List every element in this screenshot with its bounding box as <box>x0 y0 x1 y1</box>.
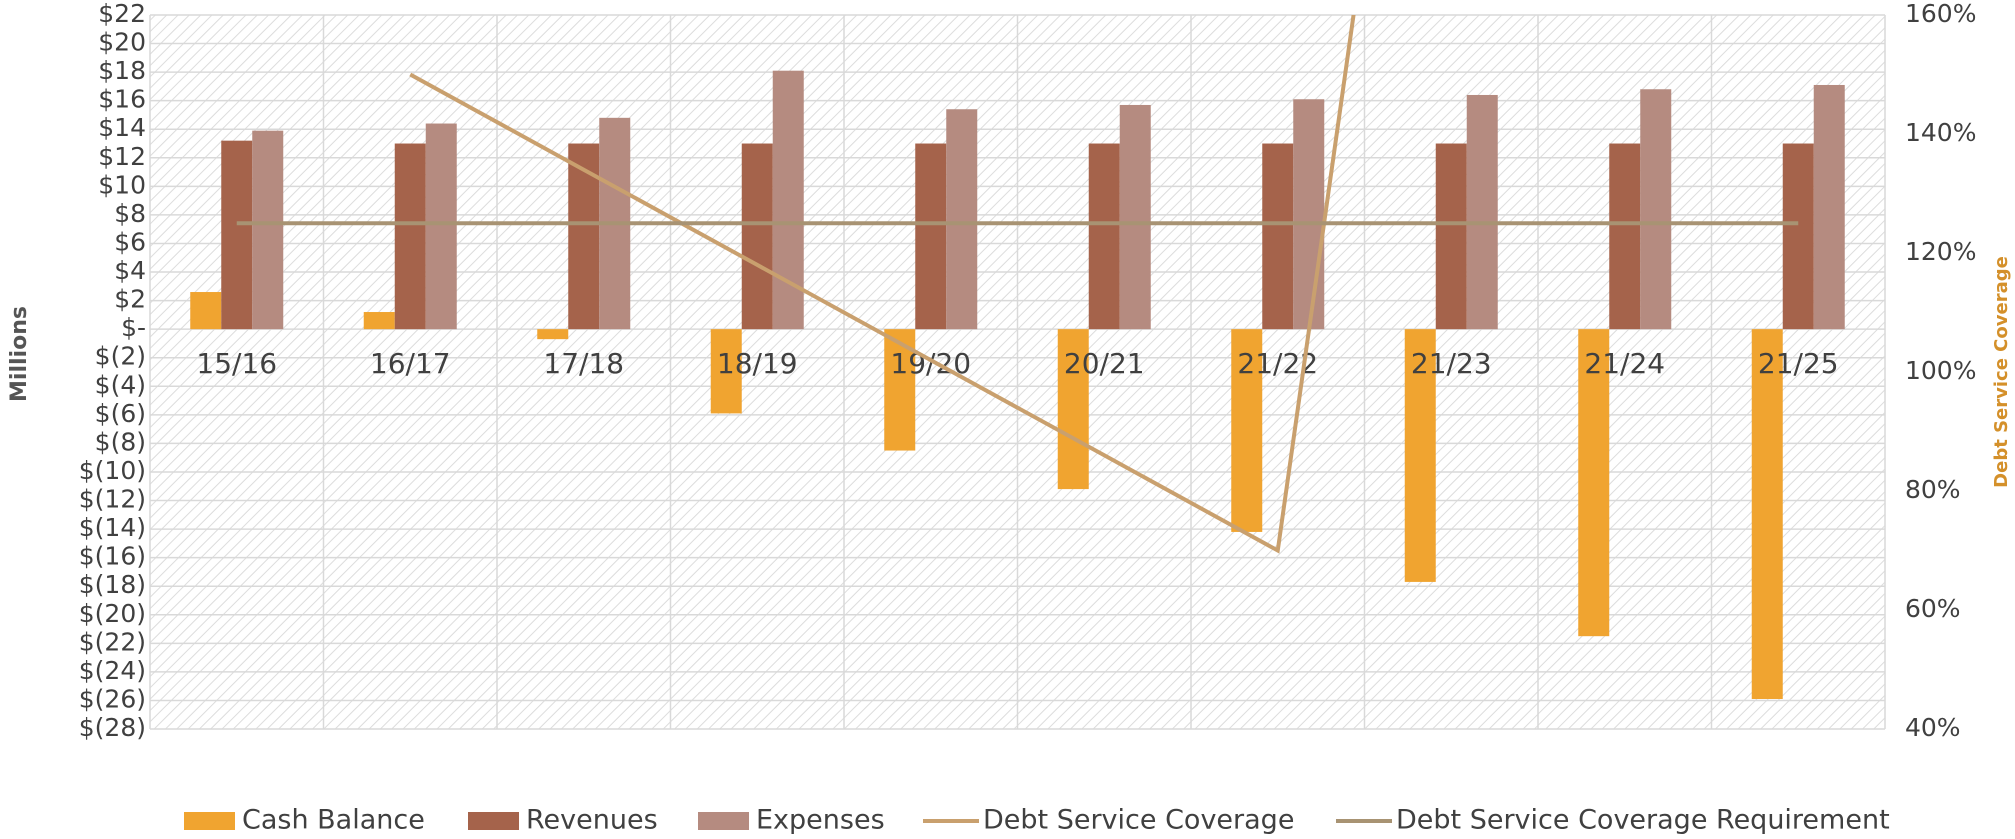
bar <box>363 312 395 330</box>
line-layer <box>236 15 1799 554</box>
y2-axis-title: Debt Service Coverage <box>1991 256 2012 488</box>
y-tick-label: $(14) <box>79 513 146 542</box>
bar <box>1435 143 1467 330</box>
y-axis-title: Millions <box>7 306 32 402</box>
y2-tick-label: 100% <box>1905 356 1976 385</box>
y-tick-label: $(4) <box>95 370 146 399</box>
bar <box>425 123 457 330</box>
x-tick-label: 20/21 <box>1064 347 1145 380</box>
bar <box>1231 329 1263 532</box>
legend-swatch <box>184 812 235 830</box>
y-tick-label: $(10) <box>79 456 146 485</box>
x-tick-label: 15/16 <box>196 347 277 380</box>
bar <box>946 109 978 330</box>
y-tick-label: $16 <box>98 85 146 114</box>
y-tick-label: $(18) <box>79 570 146 599</box>
bar <box>1751 329 1783 700</box>
line-series <box>409 15 1356 554</box>
y-tick-label: $(24) <box>79 656 146 685</box>
bar <box>394 143 426 330</box>
bar <box>1782 143 1814 330</box>
bar <box>1813 84 1845 330</box>
bar <box>1404 329 1436 582</box>
y-tick-label: $(2) <box>95 342 146 371</box>
legend-swatch <box>698 812 749 830</box>
y-tick-label: $(26) <box>79 684 146 713</box>
bar <box>252 130 284 330</box>
x-tick-label: 21/24 <box>1584 347 1665 380</box>
x-tick-label: 18/19 <box>717 347 798 380</box>
y-tick-label: $4 <box>114 256 146 285</box>
legend-label: Revenues <box>526 805 658 836</box>
legend-label: Cash Balance <box>242 805 425 836</box>
y-tick-label: $(16) <box>79 542 146 571</box>
bar <box>772 70 804 330</box>
bar <box>1293 99 1325 330</box>
y2-tick-label: 140% <box>1905 118 1976 147</box>
y-tick-label: $2 <box>114 285 146 314</box>
y-tick-label: $6 <box>114 227 146 256</box>
bar <box>710 329 742 414</box>
bar <box>915 143 947 330</box>
y-tick-label: $(28) <box>79 713 146 742</box>
bar <box>1057 329 1089 490</box>
y-tick-label: $18 <box>98 56 146 85</box>
bar <box>1609 143 1641 330</box>
y-tick-label: $10 <box>98 170 146 199</box>
legend-label: Debt Service Coverage Requirement <box>1396 805 1890 836</box>
y-tick-label: $12 <box>98 142 146 171</box>
bar <box>741 143 773 330</box>
bar <box>1119 104 1151 330</box>
y-tick-label: $(12) <box>79 485 146 514</box>
y-tick-label: $(6) <box>95 399 146 428</box>
y-tick-label: $(22) <box>79 627 146 656</box>
x-tick-label: 21/23 <box>1411 347 1492 380</box>
bar <box>221 140 253 330</box>
bar <box>1466 94 1498 330</box>
x-tick-label: 16/17 <box>370 347 451 380</box>
x-tick-label: 21/25 <box>1758 347 1839 380</box>
y-tick-label: $22 <box>98 0 146 28</box>
y-tick-label: $(20) <box>79 599 146 628</box>
legend-swatch <box>468 812 519 830</box>
y-tick-label: $20 <box>98 28 146 57</box>
y-tick-label: $- <box>121 313 146 342</box>
legend-label: Debt Service Coverage <box>983 805 1294 836</box>
bar <box>1262 143 1294 330</box>
y2-tick-label: 60% <box>1905 594 1961 623</box>
y2-tick-label: 40% <box>1905 713 1961 742</box>
bar <box>1640 89 1672 330</box>
y-tick-label: $14 <box>98 113 146 142</box>
y-tick-label: $(8) <box>95 427 146 456</box>
bar <box>190 292 222 330</box>
y-tick-label: $8 <box>114 199 146 228</box>
y2-tick-label: 160% <box>1905 0 1976 28</box>
bar <box>1088 143 1120 330</box>
y2-tick-label: 120% <box>1905 237 1976 266</box>
bar <box>1578 329 1610 637</box>
y2-tick-label: 80% <box>1905 475 1961 504</box>
x-tick-label: 17/18 <box>543 347 624 380</box>
bar <box>537 329 569 340</box>
legend-label: Expenses <box>756 805 885 836</box>
